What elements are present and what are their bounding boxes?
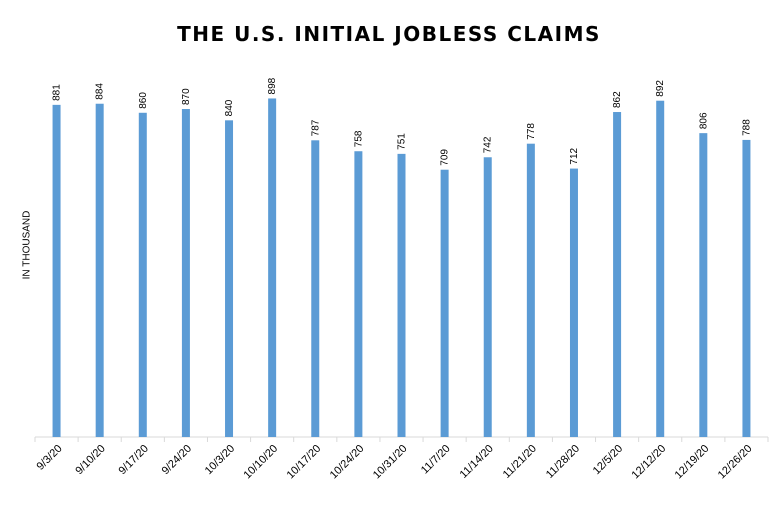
data-label: 870	[181, 88, 192, 105]
x-tick-label: 12/5/20	[591, 443, 625, 477]
bar	[95, 103, 104, 438]
bar	[613, 112, 622, 437]
data-label: 806	[698, 112, 709, 129]
chart-title: THE U.S. INITIAL JOBLESS CLAIMS	[177, 22, 601, 46]
x-tick-label: 9/10/20	[73, 443, 107, 477]
x-tick-label: 12/19/20	[673, 443, 712, 482]
data-label: 758	[353, 130, 364, 147]
x-tick-label: 11/7/20	[419, 443, 453, 477]
x-tick-label: 11/21/20	[501, 443, 539, 481]
bar	[742, 139, 751, 437]
data-label: 712	[569, 147, 580, 164]
bar	[699, 133, 708, 437]
x-tick-label: 9/17/20	[116, 443, 150, 477]
bar	[397, 153, 406, 438]
data-label: 709	[440, 149, 451, 166]
x-tick-label: 10/17/20	[285, 443, 324, 482]
x-tick-label: 11/28/20	[544, 443, 582, 481]
bar	[526, 143, 535, 437]
data-label: 751	[397, 133, 408, 150]
bar	[569, 168, 578, 438]
x-tick-label: 9/3/20	[35, 443, 65, 473]
bar	[656, 100, 665, 437]
bar	[52, 104, 61, 437]
x-tick-label: 11/14/20	[458, 443, 496, 481]
data-label: 860	[138, 92, 149, 109]
bar	[138, 112, 147, 437]
x-tick-label: 12/26/20	[716, 443, 755, 482]
bar	[311, 140, 320, 437]
bar	[440, 169, 449, 437]
data-label: 778	[526, 123, 537, 140]
bar	[354, 151, 363, 437]
x-tick-label: 10/24/20	[328, 443, 367, 482]
data-label: 881	[52, 84, 63, 101]
data-label: 898	[267, 77, 278, 94]
data-label: 787	[310, 119, 321, 136]
x-tick-label: 12/12/20	[630, 443, 669, 482]
bar	[225, 120, 234, 437]
x-tick-label: 9/24/20	[160, 443, 194, 477]
data-label: 892	[655, 80, 666, 97]
bar	[181, 109, 190, 437]
bar	[268, 98, 277, 437]
x-tick-label: 10/3/20	[203, 443, 237, 477]
data-label: 742	[483, 136, 494, 153]
data-label: 862	[612, 91, 623, 108]
bar	[483, 157, 492, 438]
data-label: 840	[224, 99, 235, 116]
data-label: 884	[95, 83, 106, 100]
x-tick-label: 10/10/20	[241, 443, 280, 482]
x-tick-label: 10/31/20	[371, 443, 410, 482]
data-label: 788	[741, 119, 752, 136]
